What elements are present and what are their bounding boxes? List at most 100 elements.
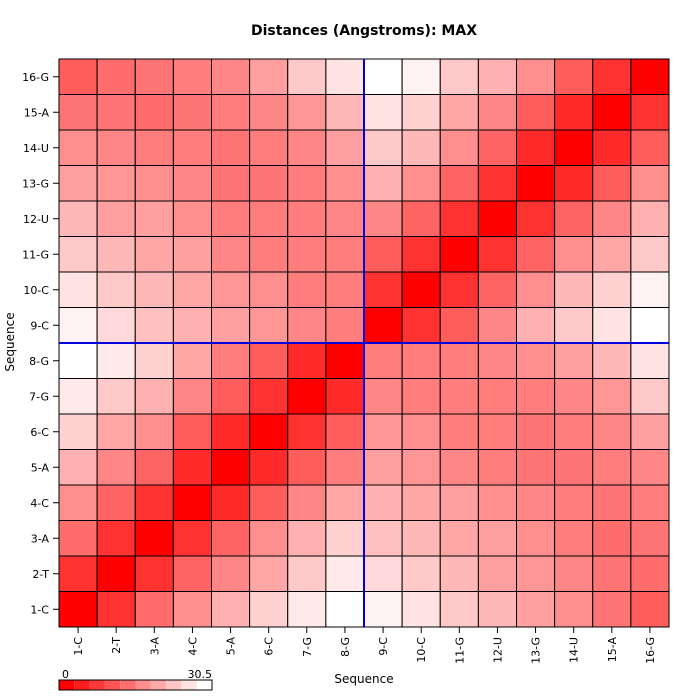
- x-tick-label: 7-G: [301, 637, 314, 657]
- heatmap-cell-2-T-1-C: [58, 555, 98, 592]
- heatmap-cell-10-C-2-T: [96, 271, 136, 308]
- heatmap-cell-7-G-15-A: [592, 378, 632, 415]
- heatmap-cell-2-T-3-A: [134, 555, 174, 592]
- heatmap-cell-12-U-13-G: [516, 200, 556, 237]
- heatmap-cell-7-G-7-G: [287, 378, 327, 415]
- heatmap-cell-1-C-6-C: [249, 591, 289, 628]
- legend-swatch: [104, 680, 121, 690]
- heatmap-cell-10-C-6-C: [249, 271, 289, 308]
- heatmap-cell-3-A-14-U: [554, 520, 594, 557]
- heatmap-cell-2-T-16-G: [630, 555, 670, 592]
- heatmap-cell-6-C-15-A: [592, 413, 632, 450]
- heatmap-cell-16-G-7-G: [287, 58, 327, 95]
- heatmap-cell-15-A-10-C: [401, 94, 441, 131]
- heatmap-cell-14-U-15-A: [592, 129, 632, 166]
- heatmap-cell-4-C-4-C: [172, 484, 212, 521]
- legend-swatch: [120, 680, 136, 690]
- heatmap-cell-13-G-16-G: [630, 165, 670, 202]
- heatmap-cell-3-A-2-T: [96, 520, 136, 557]
- heatmap-cell-11-G-13-G: [516, 236, 556, 273]
- heatmap-cell-10-C-16-G: [630, 271, 670, 308]
- heatmap-cell-14-U-14-U: [554, 129, 594, 166]
- heatmap-cell-2-T-4-C: [172, 555, 212, 592]
- heatmap-cell-11-G-15-A: [592, 236, 632, 273]
- heatmap-cell-9-C-9-C: [363, 307, 403, 344]
- heatmap-cell-12-U-2-T: [96, 200, 136, 237]
- heatmap-cell-6-C-14-U: [554, 413, 594, 450]
- heatmap-cell-4-C-2-T: [96, 484, 136, 521]
- heatmap-cell-1-C-16-G: [630, 591, 670, 628]
- heatmap-cell-4-C-9-C: [363, 484, 403, 521]
- heatmap-cell-7-G-12-U: [477, 378, 517, 415]
- heatmap-cell-13-G-7-G: [287, 165, 327, 202]
- heatmap-cell-9-C-4-C: [172, 307, 212, 344]
- heatmap-cell-13-G-3-A: [134, 165, 174, 202]
- heatmap-cell-6-C-9-C: [363, 413, 403, 450]
- heatmap-cell-5-A-6-C: [249, 449, 289, 486]
- heatmap-cell-16-G-10-C: [401, 58, 441, 95]
- heatmap-cell-13-G-5-A: [211, 165, 251, 202]
- heatmap-cell-4-C-10-C: [401, 484, 441, 521]
- heatmap-cell-13-G-14-U: [554, 165, 594, 202]
- heatmap-cell-6-C-10-C: [401, 413, 441, 450]
- heatmap-cell-7-G-8-G: [325, 378, 365, 415]
- heatmap-cell-12-U-3-A: [134, 200, 174, 237]
- heatmap-cell-9-C-11-G: [439, 307, 479, 344]
- heatmap-cell-7-G-16-G: [630, 378, 670, 415]
- heatmap-cell-3-A-8-G: [325, 520, 365, 557]
- heatmap-cell-14-U-7-G: [287, 129, 327, 166]
- heatmap-cell-2-T-9-C: [363, 555, 403, 592]
- heatmap-cell-15-A-3-A: [134, 94, 174, 131]
- heatmap-cell-11-G-3-A: [134, 236, 174, 273]
- x-tick-label: 11-G: [453, 637, 466, 664]
- y-tick-label: 1-C: [30, 603, 49, 616]
- heatmap-cell-1-C-12-U: [477, 591, 517, 628]
- heatmap-cell-6-C-1-C: [58, 413, 98, 450]
- heatmap-cell-9-C-16-G: [630, 307, 670, 344]
- y-tick-label: 2-T: [32, 568, 49, 581]
- heatmap-cell-10-C-5-A: [211, 271, 251, 308]
- heatmap-cell-11-G-12-U: [477, 236, 517, 273]
- heatmap-cell-8-G-16-G: [630, 342, 670, 379]
- heatmap-cell-11-G-14-U: [554, 236, 594, 273]
- heatmap-cell-16-G-3-A: [134, 58, 174, 95]
- heatmap-cell-5-A-5-A: [211, 449, 251, 486]
- y-tick-label: 8-G: [29, 355, 49, 368]
- heatmap-cell-4-C-8-G: [325, 484, 365, 521]
- heatmap-cell-2-T-8-G: [325, 555, 365, 592]
- heatmap-cell-3-A-9-C: [363, 520, 403, 557]
- legend-swatch: [196, 680, 212, 690]
- heatmap-cell-3-A-10-C: [401, 520, 441, 557]
- heatmap-cell-1-C-8-G: [325, 591, 365, 628]
- heatmap-cell-10-C-10-C: [401, 271, 441, 308]
- legend-swatch: [150, 680, 167, 690]
- heatmap-cell-15-A-6-C: [249, 94, 289, 131]
- heatmap-cell-15-A-13-G: [516, 94, 556, 131]
- heatmap-cell-14-U-2-T: [96, 129, 136, 166]
- y-tick-labels: 1-C 2-T 3-A 4-C 5-A 6-C 7-G 8-G 9-C 10-C 11-G 12-U 1…: [22, 71, 59, 616]
- heatmap-cell-14-U-4-C: [172, 129, 212, 166]
- heatmap-cell-16-G-9-C: [363, 58, 403, 95]
- heatmap-cell-11-G-1-C: [58, 236, 98, 273]
- heatmap-cell-9-C-15-A: [592, 307, 632, 344]
- heatmap-cell-9-C-12-U: [477, 307, 517, 344]
- legend-swatch: [181, 680, 197, 690]
- y-tick-label: 6-C: [30, 426, 49, 439]
- y-tick-label: 4-C: [30, 497, 49, 510]
- heatmap-cell-7-G-3-A: [134, 378, 174, 415]
- heatmap-cell-9-C-8-G: [325, 307, 365, 344]
- x-tick-label: 13-G: [530, 637, 543, 664]
- y-tick-label: 5-A: [31, 461, 50, 474]
- heatmap-cell-4-C-1-C: [58, 484, 98, 521]
- legend-swatch: [135, 680, 151, 690]
- heatmap-cell-14-U-1-C: [58, 129, 98, 166]
- legend-swatch: [166, 680, 182, 690]
- heatmap-cell-8-G-13-G: [516, 342, 556, 379]
- heatmap-cell-16-G-12-U: [477, 58, 517, 95]
- heatmap-cell-11-G-11-G: [439, 236, 479, 273]
- heatmap-cell-1-C-4-C: [172, 591, 212, 628]
- chart-title: Distances (Angstroms): MAX: [251, 23, 477, 39]
- heatmap-cell-1-C-10-C: [401, 591, 441, 628]
- heatmap-cell-1-C-3-A: [134, 591, 174, 628]
- heatmap-cell-11-G-10-C: [401, 236, 441, 273]
